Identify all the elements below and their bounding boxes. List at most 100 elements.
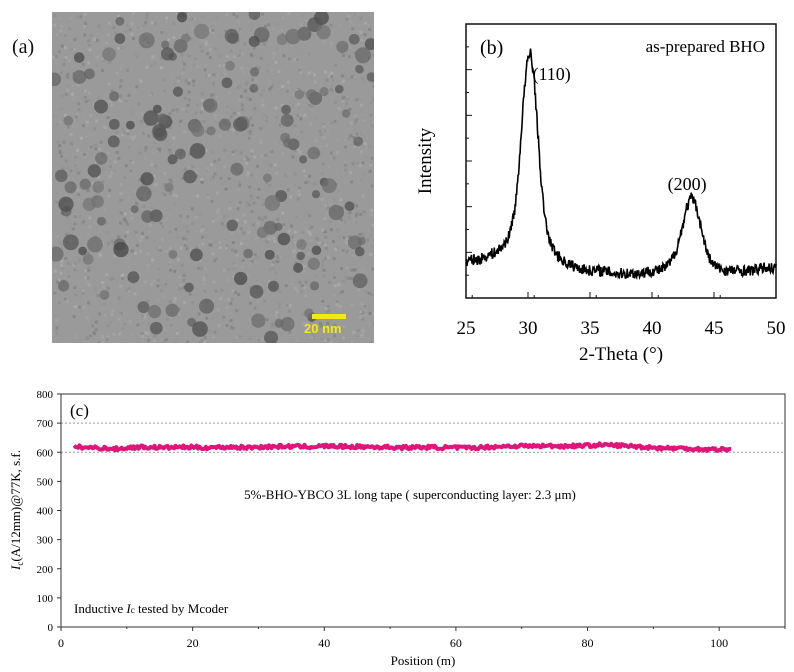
tem-noise [203, 336, 207, 340]
tem-noise [343, 96, 347, 100]
tem-noise [93, 287, 97, 291]
tem-noise [187, 75, 191, 79]
tem-image: 20 nm [52, 12, 374, 343]
tem-noise [53, 155, 57, 159]
tem-noise [228, 117, 232, 121]
tem-noise [237, 111, 241, 115]
tem-noise [369, 113, 373, 117]
ic-x-axis-label: Position (m) [391, 653, 456, 668]
tem-noise [58, 301, 62, 305]
tem-noise [177, 76, 181, 80]
tem-noise [351, 268, 355, 272]
tem-noise [177, 307, 181, 311]
tem-noise [353, 202, 357, 206]
tem-noise [371, 98, 374, 102]
tem-noise [211, 29, 215, 33]
nanoparticle [199, 298, 215, 314]
tem-noise [160, 57, 164, 61]
tem-noise [86, 276, 90, 280]
tem-noise [231, 289, 235, 293]
tem-noise [62, 323, 66, 327]
tem-noise [254, 79, 258, 83]
tem-noise [126, 256, 130, 260]
tem-noise [213, 114, 217, 118]
tem-noise [336, 228, 340, 232]
nanoparticle [58, 196, 74, 212]
tem-noise [337, 139, 341, 143]
tem-noise [318, 298, 322, 302]
tem-noise [63, 74, 67, 78]
tem-noise [298, 69, 302, 73]
tem-noise [97, 96, 101, 100]
tem-noise [78, 320, 82, 324]
tem-noise [126, 129, 130, 133]
tem-noise [172, 36, 176, 40]
tem-noise [87, 91, 91, 95]
tem-noise [53, 269, 57, 273]
tem-noise [77, 102, 81, 106]
tem-noise [159, 221, 163, 225]
tem-noise [253, 200, 257, 204]
tem-noise [308, 325, 312, 329]
tem-noise [247, 136, 251, 140]
tem-noise [348, 12, 352, 16]
tem-noise [174, 227, 178, 231]
tem-noise [185, 247, 189, 251]
tem-noise [84, 27, 88, 31]
tem-noise [76, 214, 80, 218]
tem-noise [347, 27, 351, 31]
tem-noise [78, 214, 82, 218]
tem-noise [211, 175, 215, 179]
nanoparticle [54, 169, 68, 183]
tem-noise [58, 241, 62, 245]
tem-noise [180, 176, 184, 180]
nanoparticle [113, 241, 129, 258]
tem-noise [335, 299, 339, 303]
nanoparticle [294, 89, 305, 100]
tem-noise [223, 29, 227, 33]
tem-noise [197, 244, 201, 248]
tem-noise [196, 20, 200, 24]
tem-noise [299, 289, 303, 293]
tem-noise [89, 113, 93, 117]
tem-noise [270, 149, 274, 153]
tem-noise [183, 323, 187, 327]
tem-noise [98, 163, 102, 167]
tem-noise [308, 231, 312, 235]
tem-noise [202, 88, 206, 92]
tem-noise [119, 192, 123, 196]
tem-noise [248, 262, 252, 266]
tem-noise [89, 145, 93, 149]
tem-noise [355, 212, 359, 216]
tem-noise [123, 322, 127, 326]
nanoparticle [109, 91, 120, 102]
tem-noise [365, 305, 369, 309]
tem-noise [257, 187, 261, 191]
tem-noise [199, 110, 203, 114]
tem-noise [238, 335, 242, 339]
tem-noise [128, 320, 132, 324]
nanoparticle [251, 313, 266, 328]
nanoparticle [234, 271, 248, 286]
tem-noise [151, 151, 155, 155]
tem-noise [350, 142, 354, 146]
tem-noise [348, 171, 352, 175]
tem-noise [351, 258, 355, 262]
tem-noise [370, 293, 374, 297]
tem-noise [258, 178, 262, 182]
tem-noise [98, 252, 102, 256]
tem-noise [52, 55, 56, 59]
tem-noise [370, 213, 374, 217]
tem-noise [284, 284, 288, 288]
tem-noise [52, 126, 56, 130]
nanoparticle [102, 47, 116, 61]
tem-noise [250, 209, 254, 213]
tem-noise [128, 286, 132, 290]
tem-noise [253, 306, 257, 310]
tem-noise [345, 312, 349, 316]
tem-noise [349, 20, 353, 24]
tem-noise [271, 83, 275, 87]
tem-noise [205, 52, 209, 56]
tem-noise [256, 193, 260, 197]
tem-noise [105, 284, 109, 288]
